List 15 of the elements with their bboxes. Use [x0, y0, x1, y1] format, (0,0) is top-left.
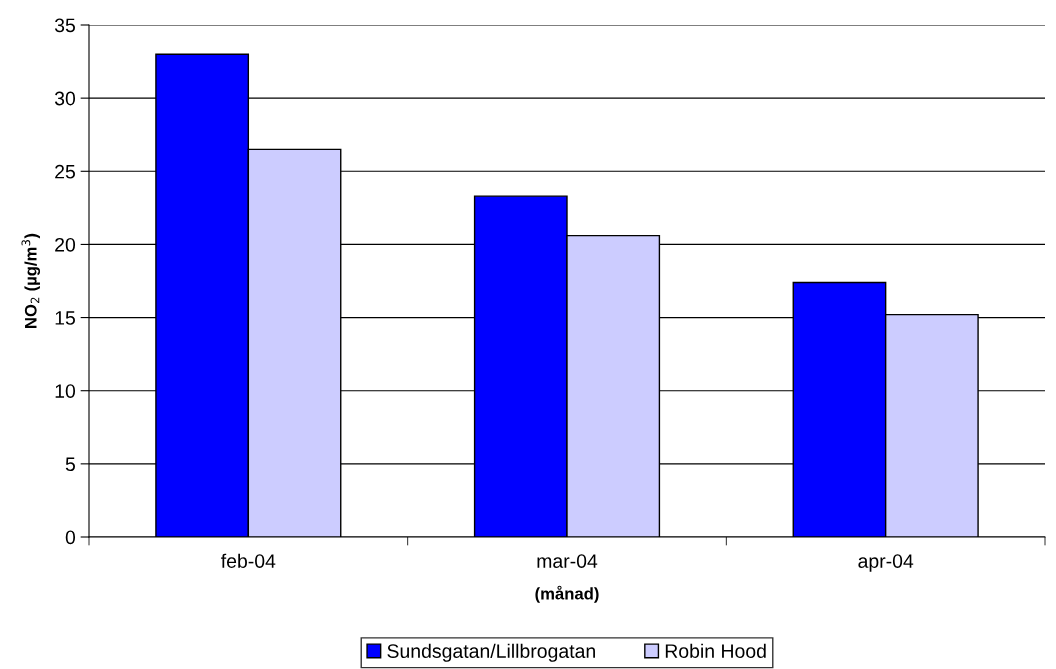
y-tick-label: 20: [55, 237, 76, 252]
x-tick-label: mar-04: [537, 554, 598, 568]
y-tick-label: 15: [55, 311, 75, 325]
y-tick-label: 0: [65, 530, 76, 545]
x-tick-label: feb-04: [221, 553, 276, 568]
x-axis-title: (månad): [535, 585, 599, 603]
y-tick-label: 30: [54, 91, 76, 106]
y-tick-label: 35: [54, 18, 75, 33]
y-tick-label: 5: [65, 457, 75, 472]
y-tick-label: 10: [55, 384, 76, 398]
legend-label: Robin Hood: [665, 643, 766, 658]
legend-label: Sundsgatan/Lillbrogatan: [387, 643, 595, 662]
x-tick-label: apr-04: [858, 554, 914, 572]
y-axis-title: NO$_{2}$ (µg/m$^{3}$): [21, 233, 41, 328]
y-tick-label: 25: [55, 164, 75, 179]
